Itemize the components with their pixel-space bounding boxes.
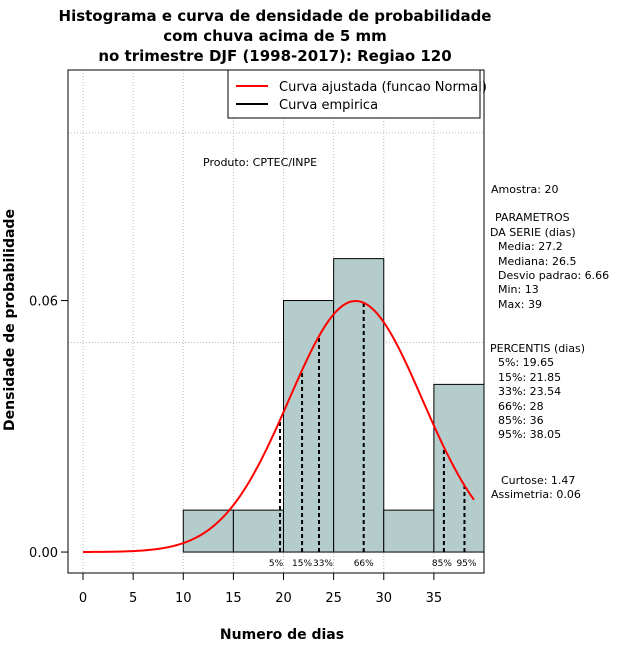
stat-p85: 85%: 36 xyxy=(498,414,544,427)
stat-max: Max: 39 xyxy=(498,298,542,311)
stats-panel: Amostra: 20 PARAMETROS DA SERIE (dias) M… xyxy=(490,183,609,501)
histogram-bar-4 xyxy=(383,509,435,553)
stat-sd: Desvio padrao: 6.66 xyxy=(498,269,609,282)
percentile-label-4: 85% xyxy=(432,559,452,569)
product-note: Produto: CPTEC/INPE xyxy=(203,156,317,169)
stat-params-header: PARAMETROS xyxy=(495,211,570,224)
stat-p5: 5%: 19.65 xyxy=(498,356,554,369)
chart-title-line-2: com chuva acima de 5 mm xyxy=(163,27,387,45)
y-axis-label: Densidade de probabilidade xyxy=(2,209,18,431)
histogram-bar-1 xyxy=(232,509,285,553)
stat-sample: Amostra: 20 xyxy=(491,183,558,196)
percentile-label-5: 95% xyxy=(456,559,476,569)
stat-skewness: Assimetria: 0.06 xyxy=(491,488,581,501)
x-tick-label-3: 15 xyxy=(225,591,242,606)
percentile-label-1: 15% xyxy=(292,559,312,569)
histogram-bar-5 xyxy=(433,383,485,553)
histogram-bar-0 xyxy=(182,509,234,553)
x-tick-label-6: 30 xyxy=(375,591,392,606)
x-axis: 0 5 10 15 20 25 30 35 xyxy=(79,572,443,606)
stat-p66: 66%: 28 xyxy=(498,400,544,413)
histogram-bar-3 xyxy=(333,258,385,553)
stat-p95: 95%: 38.05 xyxy=(498,428,561,441)
chart-title-line-3: no trimestre DJF (1998-2017): Regiao 120 xyxy=(98,47,451,65)
x-axis-label: Numero de dias xyxy=(220,627,344,643)
x-tick-label-7: 35 xyxy=(426,591,443,606)
legend-normal-label: Curva ajustada (funcao Normal) xyxy=(279,80,487,95)
stat-p33: 33%: 23.54 xyxy=(498,385,561,398)
y-axis: 0.00 0.06 xyxy=(29,295,69,561)
x-tick-label-4: 20 xyxy=(275,591,292,606)
chart-title-line-1: Histograma e curva de densidade de proba… xyxy=(59,7,492,25)
x-tick-label-0: 0 xyxy=(79,591,87,606)
stat-median: Mediana: 26.5 xyxy=(498,255,576,268)
stat-kurtosis: Curtose: 1.47 xyxy=(501,474,575,487)
stat-p15: 15%: 21.85 xyxy=(498,371,561,384)
stat-params-sub: DA SERIE (dias) xyxy=(490,226,576,239)
histogram-bar-2 xyxy=(283,300,335,553)
percentile-label-3: 66% xyxy=(354,559,374,569)
legend: Curva ajustada (funcao Normal) Curva emp… xyxy=(227,69,487,119)
grid-lines xyxy=(68,70,484,573)
legend-box xyxy=(227,69,481,119)
y-tick-label-1: 0.06 xyxy=(29,295,58,310)
percentile-lines xyxy=(279,302,466,553)
percentile-label-0: 5% xyxy=(269,559,284,569)
legend-empirical-label: Curva empirica xyxy=(279,98,378,113)
y-tick-label-0: 0.00 xyxy=(29,546,58,561)
percentile-label-2: 33% xyxy=(313,559,333,569)
x-tick-label-1: 5 xyxy=(129,591,137,606)
plot-frame xyxy=(67,69,485,574)
x-tick-label-5: 25 xyxy=(325,591,342,606)
chart-title: Histograma e curva de densidade de proba… xyxy=(59,7,492,65)
x-tick-label-2: 10 xyxy=(175,591,192,606)
normal-fit-curve xyxy=(83,299,475,553)
histogram-bars xyxy=(182,258,485,553)
stat-mean: Media: 27.2 xyxy=(498,240,563,253)
percentile-labels: 5% 15% 33% 66% 85% 95% xyxy=(269,559,477,569)
stat-min: Min: 13 xyxy=(498,283,539,296)
stat-percentis-header: PERCENTIS (dias) xyxy=(490,342,585,355)
